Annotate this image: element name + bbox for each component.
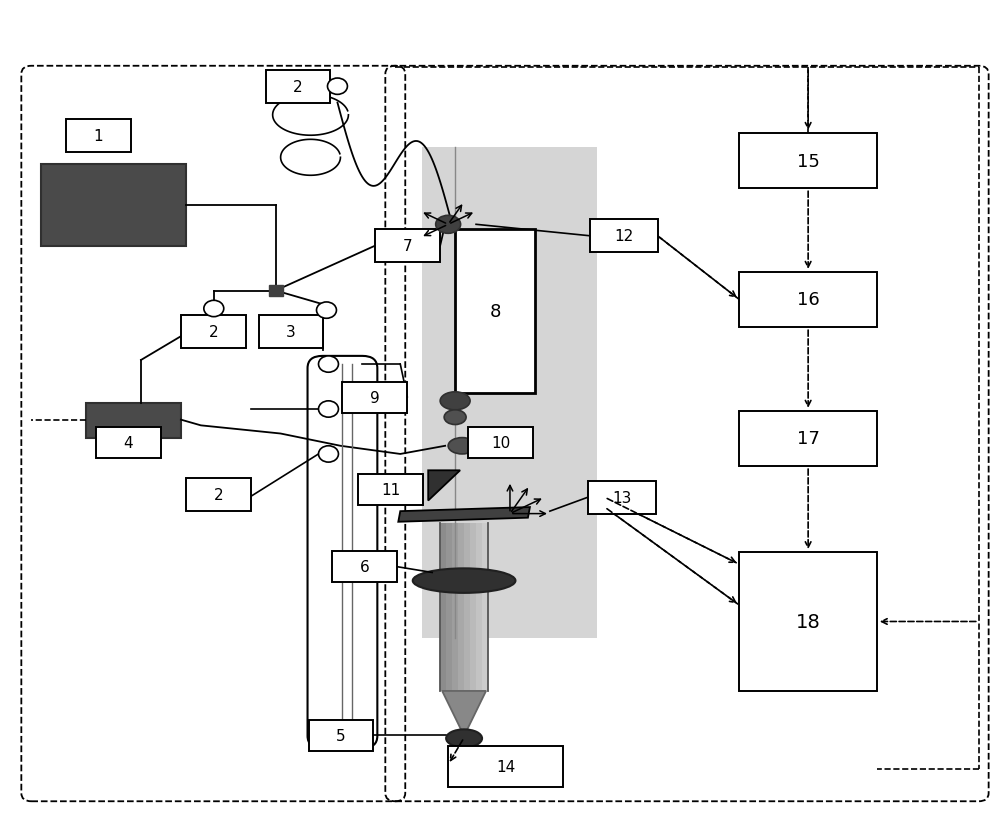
- FancyBboxPatch shape: [66, 120, 131, 152]
- Text: 16: 16: [797, 291, 820, 309]
- FancyBboxPatch shape: [440, 524, 446, 691]
- FancyBboxPatch shape: [464, 524, 470, 691]
- Circle shape: [317, 302, 336, 319]
- FancyBboxPatch shape: [309, 720, 373, 751]
- FancyBboxPatch shape: [739, 552, 877, 691]
- FancyBboxPatch shape: [470, 524, 476, 691]
- FancyBboxPatch shape: [476, 524, 482, 691]
- FancyBboxPatch shape: [41, 165, 186, 247]
- Text: 2: 2: [293, 79, 303, 94]
- FancyBboxPatch shape: [448, 746, 563, 786]
- Ellipse shape: [413, 568, 515, 593]
- FancyBboxPatch shape: [739, 273, 877, 328]
- Text: 18: 18: [796, 613, 821, 631]
- Text: 2: 2: [208, 324, 218, 339]
- Ellipse shape: [436, 216, 461, 234]
- Text: 8: 8: [489, 302, 501, 320]
- Circle shape: [319, 446, 338, 463]
- FancyBboxPatch shape: [266, 70, 330, 103]
- FancyBboxPatch shape: [588, 482, 656, 514]
- Polygon shape: [398, 508, 530, 523]
- Text: 7: 7: [403, 239, 413, 254]
- Polygon shape: [442, 691, 486, 736]
- Ellipse shape: [444, 410, 466, 425]
- Text: 6: 6: [360, 559, 370, 574]
- Text: 12: 12: [614, 229, 633, 244]
- FancyBboxPatch shape: [375, 230, 440, 263]
- Ellipse shape: [446, 730, 482, 748]
- FancyBboxPatch shape: [332, 551, 397, 582]
- FancyBboxPatch shape: [446, 524, 452, 691]
- Circle shape: [319, 356, 338, 373]
- FancyBboxPatch shape: [468, 428, 533, 459]
- Text: 2: 2: [213, 487, 223, 503]
- FancyBboxPatch shape: [739, 133, 877, 189]
- FancyBboxPatch shape: [482, 524, 488, 691]
- FancyBboxPatch shape: [739, 411, 877, 467]
- Text: 11: 11: [381, 483, 400, 498]
- FancyBboxPatch shape: [86, 404, 181, 438]
- FancyBboxPatch shape: [269, 286, 283, 296]
- Text: 10: 10: [491, 436, 510, 450]
- Circle shape: [319, 401, 338, 418]
- FancyBboxPatch shape: [458, 524, 464, 691]
- Polygon shape: [428, 471, 460, 501]
- FancyBboxPatch shape: [186, 479, 251, 512]
- FancyBboxPatch shape: [342, 382, 407, 414]
- Text: 4: 4: [124, 436, 133, 450]
- FancyBboxPatch shape: [358, 475, 423, 506]
- Text: 9: 9: [370, 391, 380, 405]
- Text: 14: 14: [496, 758, 515, 774]
- FancyBboxPatch shape: [259, 315, 323, 348]
- Text: 17: 17: [797, 430, 820, 448]
- FancyBboxPatch shape: [452, 524, 458, 691]
- FancyBboxPatch shape: [96, 428, 161, 459]
- Circle shape: [327, 79, 347, 95]
- Ellipse shape: [448, 438, 476, 455]
- FancyBboxPatch shape: [590, 220, 658, 253]
- Ellipse shape: [440, 392, 470, 410]
- FancyBboxPatch shape: [455, 230, 535, 393]
- Text: 15: 15: [797, 152, 820, 170]
- Text: 5: 5: [336, 728, 346, 743]
- Circle shape: [204, 301, 224, 317]
- FancyBboxPatch shape: [181, 315, 246, 348]
- Text: 1: 1: [94, 129, 103, 143]
- FancyBboxPatch shape: [422, 148, 597, 638]
- Text: 3: 3: [286, 324, 296, 339]
- Text: 13: 13: [612, 490, 631, 505]
